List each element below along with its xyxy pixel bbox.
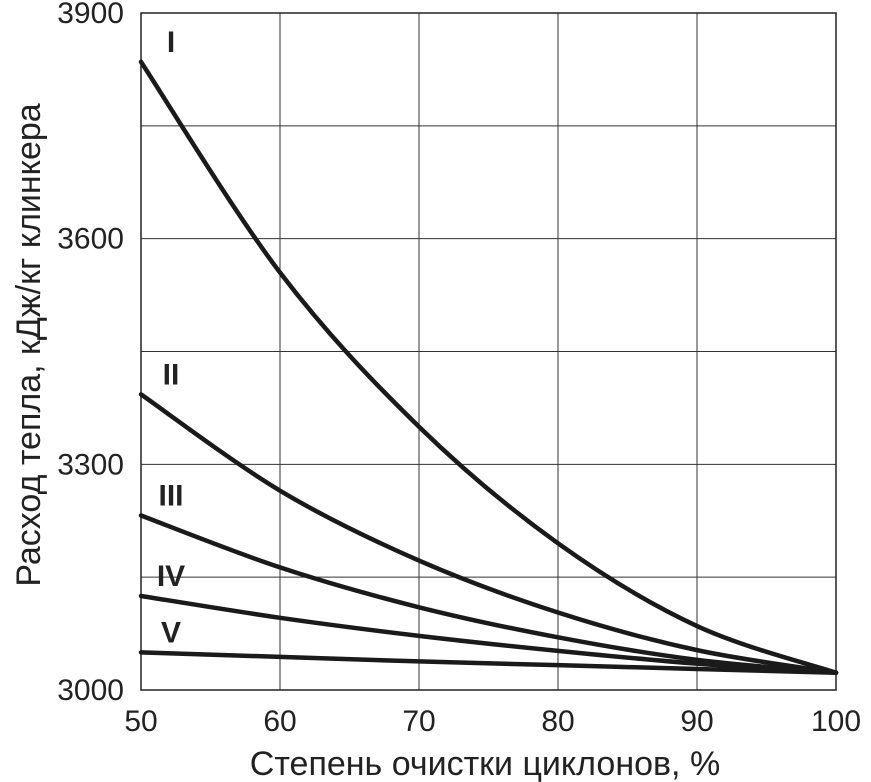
x-axis-title: Степень очистки циклонов, % xyxy=(250,745,720,782)
series-line-5 xyxy=(138,650,839,675)
series-label-4: IV xyxy=(157,560,185,593)
x-tick-label: 50 xyxy=(124,705,157,738)
x-tick-label: 60 xyxy=(263,705,296,738)
series-line-2 xyxy=(138,392,839,675)
series-layer xyxy=(138,59,839,675)
x-axis-ticks: 50 60 70 80 90 100 xyxy=(124,705,861,738)
y-tick-label: 3900 xyxy=(57,0,124,30)
series-line-4 xyxy=(138,593,839,675)
series-label-3: III xyxy=(158,479,183,512)
y-tick-label: 3300 xyxy=(57,448,124,481)
series-label-2: II xyxy=(163,358,180,391)
x-tick-label: 80 xyxy=(541,705,574,738)
x-tick-label: 70 xyxy=(402,705,435,738)
plot-frame xyxy=(140,12,837,691)
y-axis-ticks: 3000 3300 3600 3900 xyxy=(57,0,124,707)
y-tick-label: 3000 xyxy=(57,674,124,707)
x-tick-label: 90 xyxy=(680,705,713,738)
y-axis-title: Расход тепла, кДж/кг клинкера xyxy=(10,103,48,586)
y-tick-label: 3600 xyxy=(57,223,124,256)
series-label-5: V xyxy=(161,616,181,649)
series-line-1 xyxy=(138,59,839,675)
series-label-1: I xyxy=(167,26,175,59)
x-tick-label: 100 xyxy=(811,705,861,738)
series-line-3 xyxy=(138,513,839,675)
